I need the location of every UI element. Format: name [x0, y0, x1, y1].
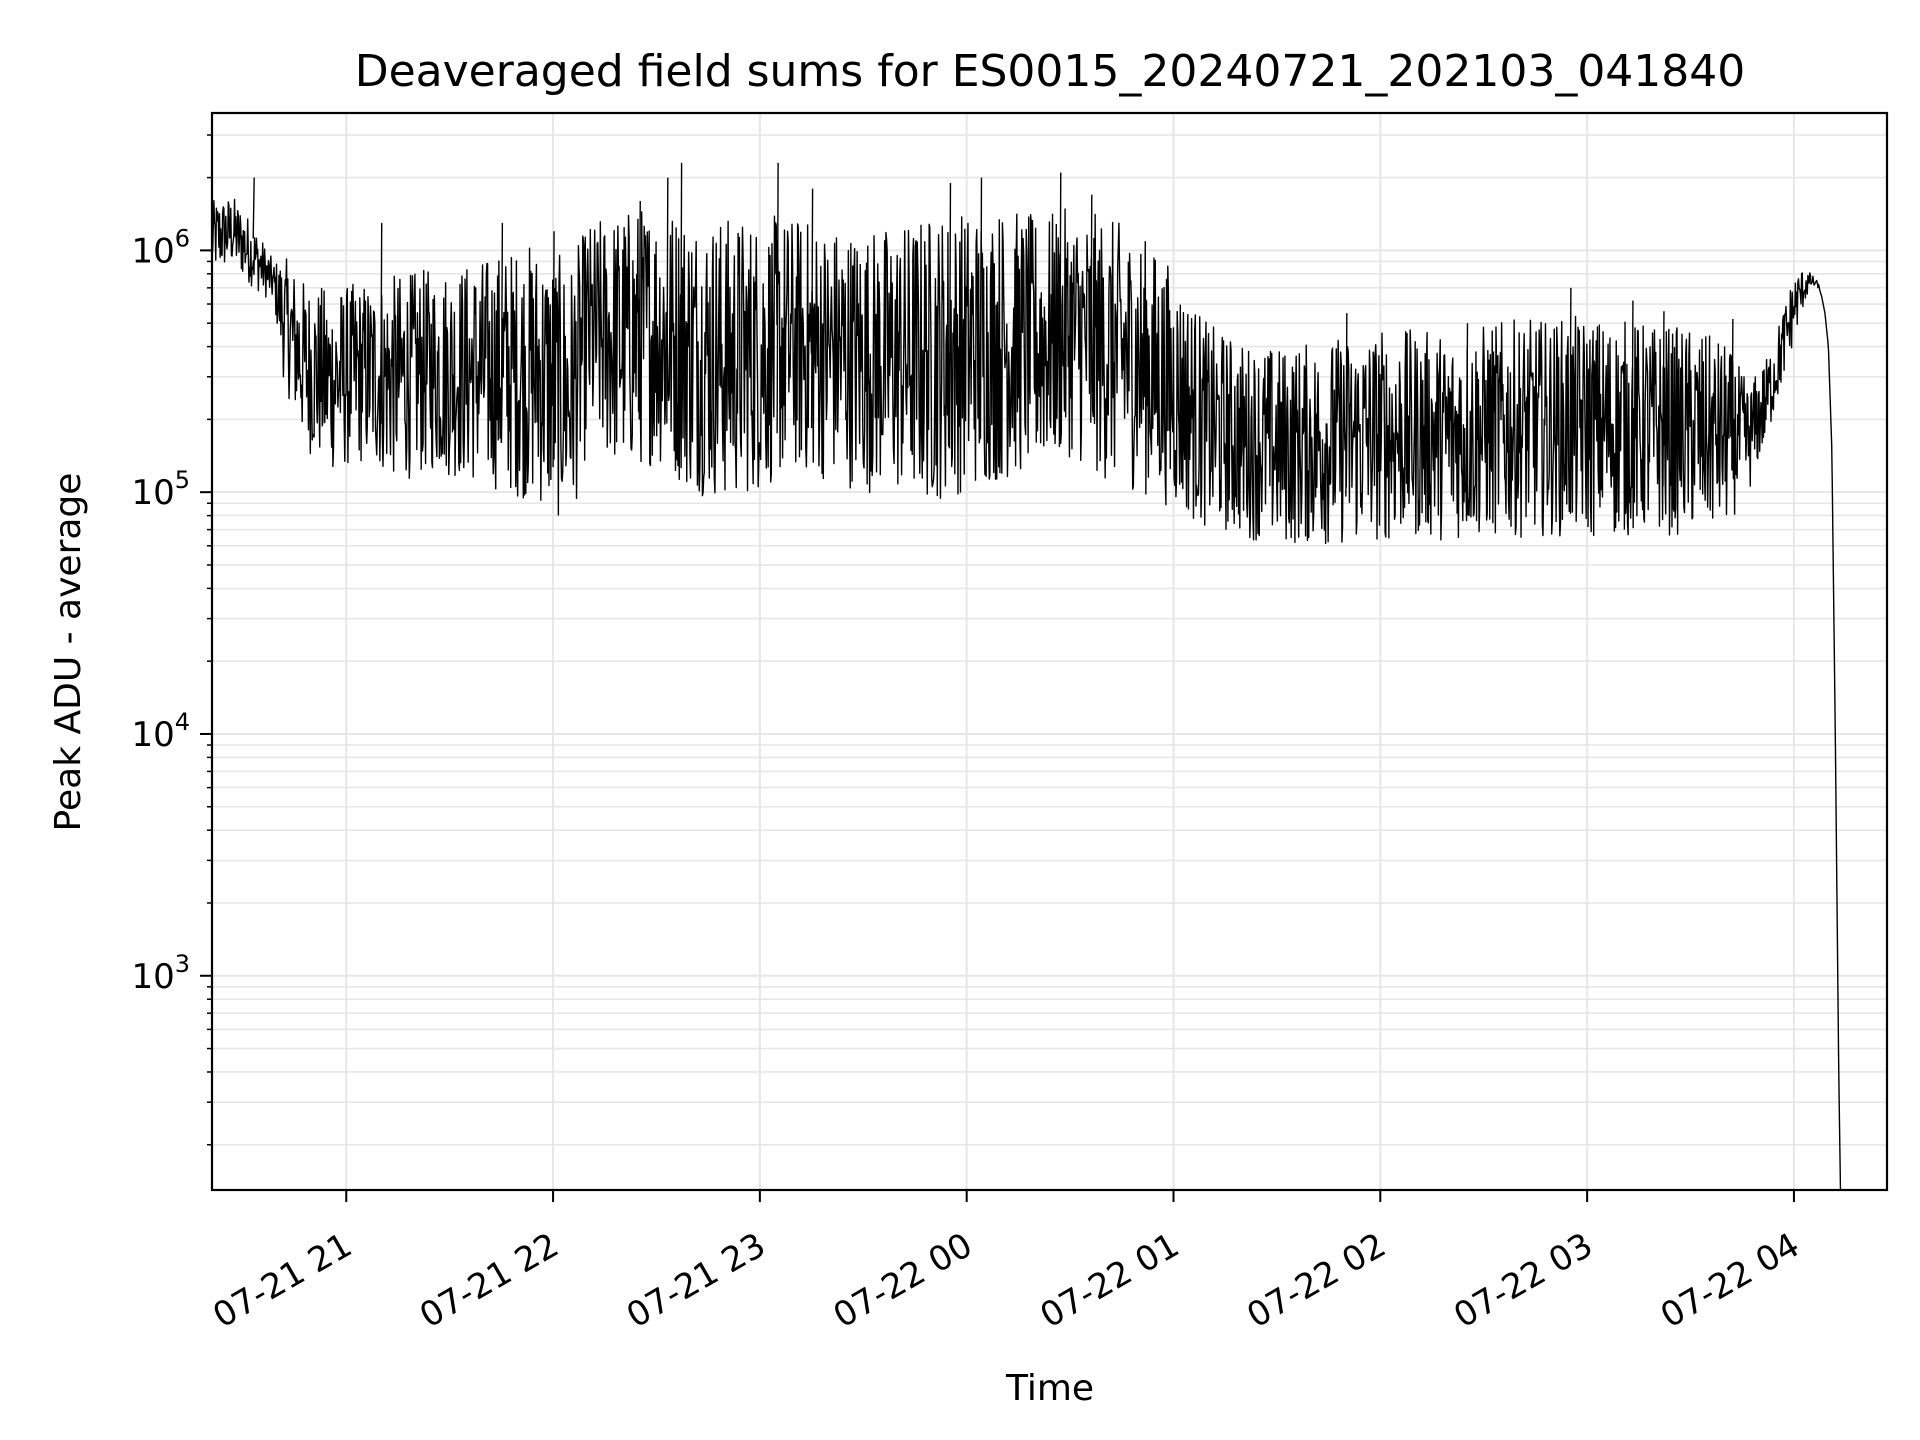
- series-line: [212, 198, 1842, 1190]
- plot-area: [212, 162, 1842, 1190]
- series-spike: [1569, 287, 1572, 489]
- series-spike: [1090, 194, 1093, 423]
- series-spike: [638, 201, 641, 420]
- series-spike: [1731, 319, 1734, 470]
- series-spike: [1059, 172, 1062, 413]
- series-spike: [948, 182, 952, 449]
- x-axis-label: Time: [1005, 1368, 1094, 1409]
- series-spike: [1662, 311, 1665, 487]
- series-spike: [776, 162, 779, 434]
- series-spike: [552, 231, 555, 468]
- series-spike: [252, 177, 255, 239]
- series-spike: [1631, 300, 1634, 488]
- series-spike: [810, 188, 814, 429]
- y-tick-label: 103: [131, 950, 190, 997]
- series-spike: [666, 177, 669, 424]
- y-tick-label: 104: [131, 708, 190, 755]
- series-spike: [679, 162, 683, 435]
- series-spike: [1465, 323, 1469, 491]
- y-tick-label: 105: [131, 466, 190, 513]
- y-tick-label: 106: [131, 224, 190, 271]
- series-spike: [500, 222, 504, 443]
- series-spike: [979, 177, 983, 439]
- grid: [212, 113, 1887, 1190]
- y-axis-label: Peak ADU - average: [48, 473, 89, 832]
- axes-frame: [210, 111, 1889, 1192]
- series-spike: [380, 222, 383, 425]
- series-spike: [1345, 313, 1348, 497]
- chart-title: Deaveraged field sums for ES0015_2024072…: [355, 46, 1746, 97]
